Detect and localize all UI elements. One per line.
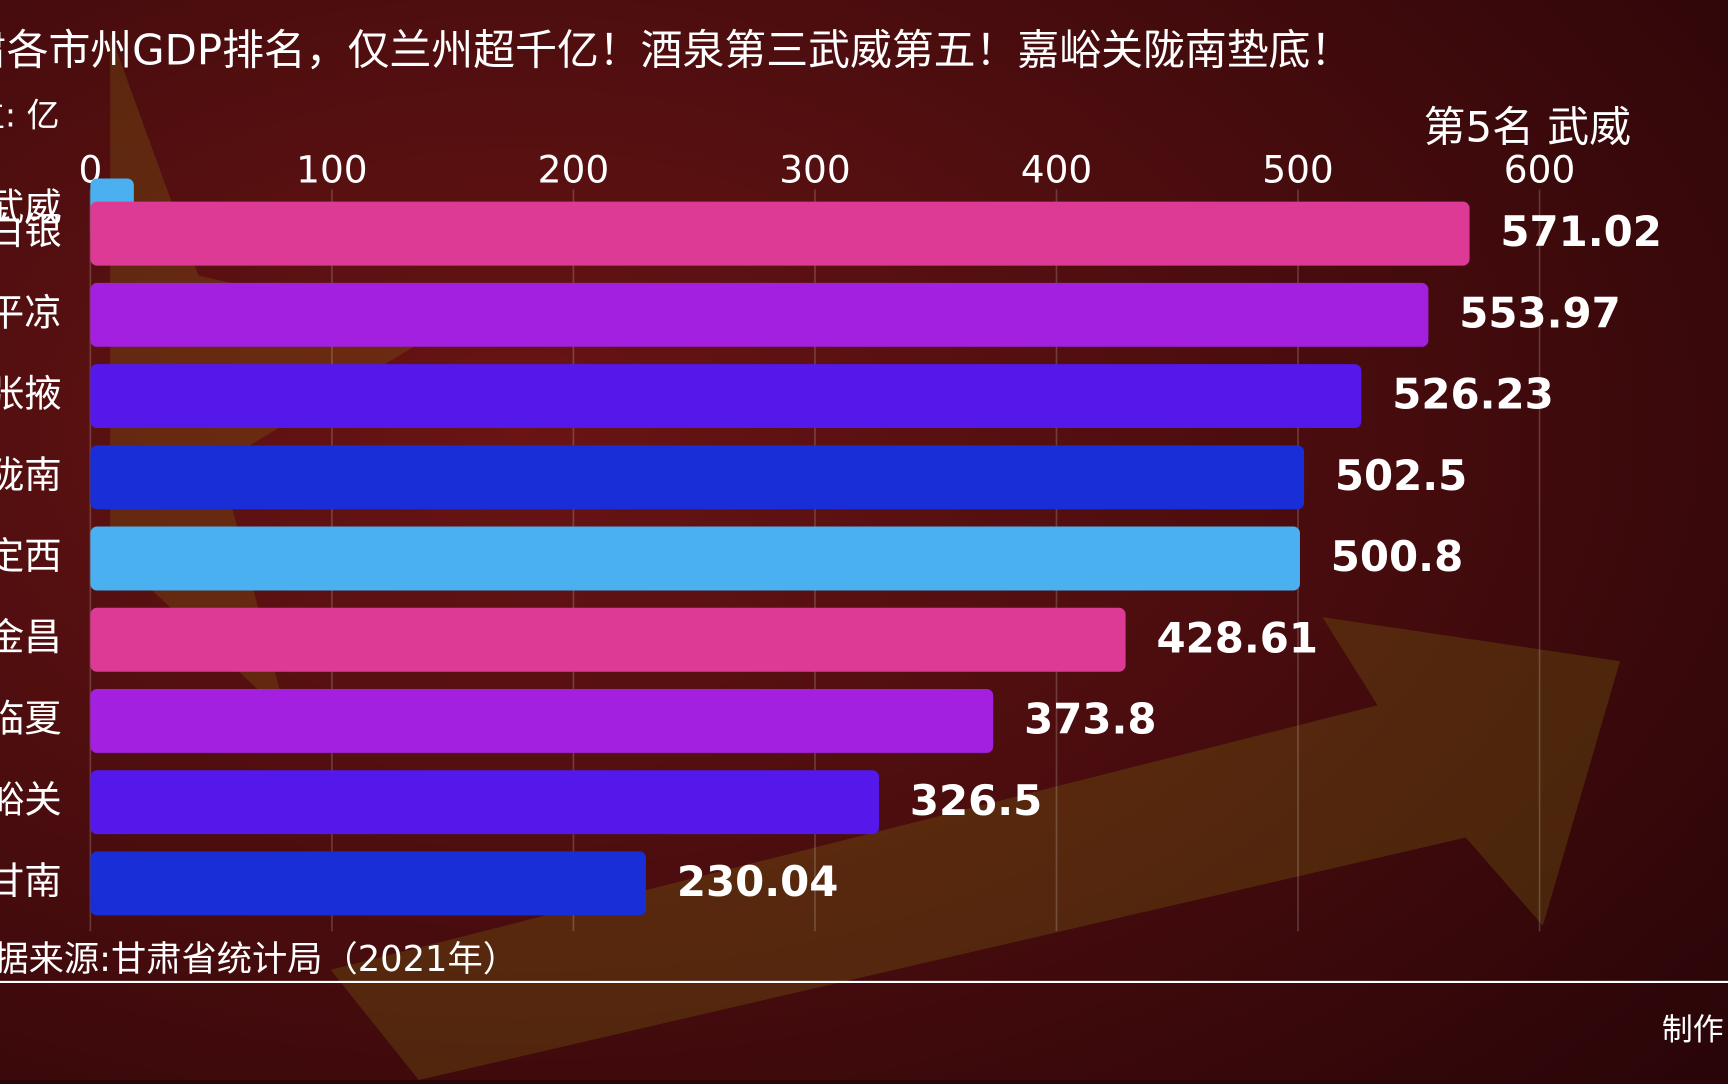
category-label: 白银 [0, 209, 62, 253]
category-label: 定西 [0, 534, 62, 578]
category-label: 武威 [0, 185, 62, 229]
value-label: 230.04 [677, 857, 839, 906]
value-label: 326.5 [910, 776, 1042, 825]
value-label: 500.8 [1331, 532, 1463, 581]
x-tick-label: 200 [538, 147, 610, 191]
category-label: 张掖 [0, 372, 62, 416]
category-label: 临夏 [0, 696, 62, 740]
bar [90, 851, 646, 916]
category-label: 平凉 [0, 290, 62, 334]
bar [90, 526, 1300, 591]
value-label: 428.61 [1156, 613, 1318, 662]
credit: 制作 [1662, 1012, 1724, 1048]
annotation: 第5名 武威 [1424, 103, 1631, 152]
bar [90, 201, 1470, 266]
chart-title: 甘肃各市州GDP排名，仅兰州超千亿！酒泉第三武威第五！嘉峪关陇南垫底！ [0, 25, 1352, 74]
category-label: 嘉峪关 [0, 778, 62, 822]
x-tick-label: 100 [296, 147, 368, 191]
value-label: 502.5 [1335, 451, 1467, 500]
value-label: 526.23 [1392, 370, 1554, 419]
bar [90, 364, 1362, 429]
x-tick-label: 600 [1504, 147, 1576, 191]
category-label: 甘南 [0, 859, 62, 903]
bg-arrow [330, 617, 1620, 1080]
bar [90, 445, 1305, 510]
unit-label: 单位: 亿 [0, 95, 60, 134]
x-tick-label: 300 [779, 147, 851, 191]
value-label: 373.8 [1024, 695, 1156, 744]
bar [90, 770, 879, 835]
bar [90, 688, 994, 753]
bar [90, 607, 1126, 672]
category-label: 陇南 [0, 453, 62, 497]
value-label: 571.02 [1500, 207, 1662, 256]
source: 数据来源:甘肃省统计局（2021年） [0, 939, 518, 980]
category-label: 金昌 [0, 615, 62, 659]
x-tick-label: 400 [1021, 147, 1093, 191]
bar [90, 282, 1429, 347]
x-tick-label: 500 [1262, 147, 1334, 191]
value-label: 553.97 [1459, 288, 1621, 337]
